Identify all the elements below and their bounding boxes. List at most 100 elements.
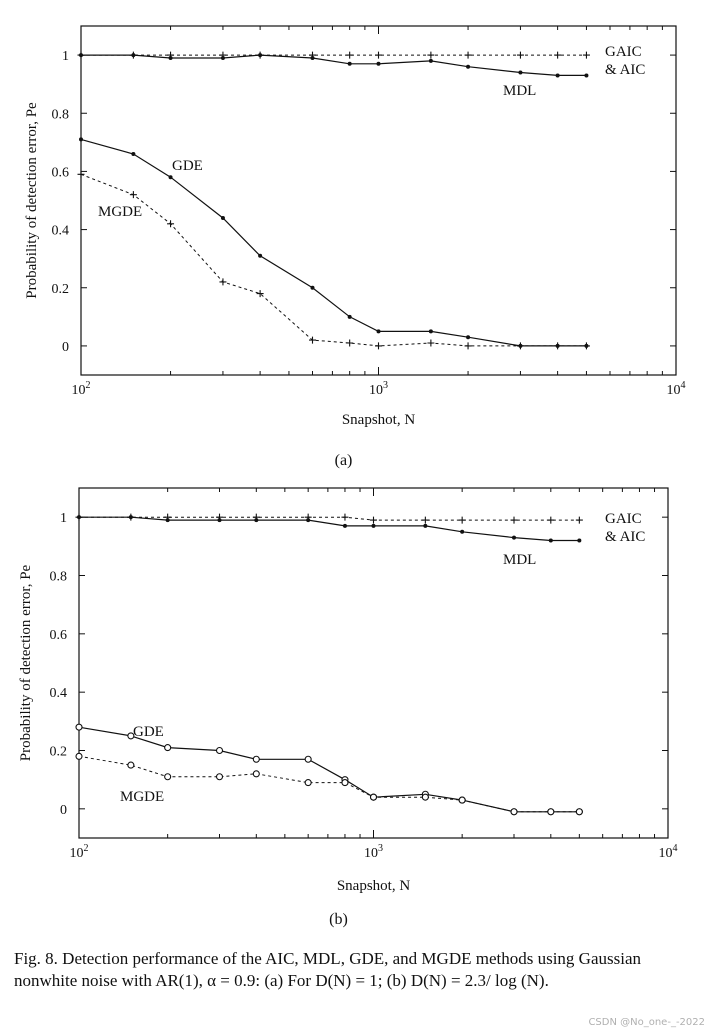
- data-point-mdl: [258, 53, 263, 58]
- data-point-gaic-aic: [516, 51, 524, 59]
- data-point-mgde: [256, 290, 264, 298]
- data-point-mdl: [460, 529, 465, 534]
- data-point-gaic-aic: [346, 51, 354, 59]
- data-point-mgde: [304, 779, 312, 787]
- data-point-mgde: [421, 793, 429, 801]
- data-point-gde: [347, 314, 352, 319]
- data-point-gaic-aic: [458, 516, 466, 524]
- data-point-gaic-aic: [510, 516, 518, 524]
- data-point-mgde: [77, 170, 85, 178]
- data-point-mgde: [547, 808, 555, 816]
- data-point-mgde: [427, 339, 435, 347]
- data-point-mdl: [584, 73, 589, 78]
- data-point-gaic-aic: [554, 51, 562, 59]
- chart-panel-b: 0 0.2 0.4 0.6 0.8 1 102 103 104 Snapshot, N Probab…: [18, 487, 678, 928]
- data-point-gaic-aic: [421, 516, 429, 524]
- y-tick-label: 0.4: [50, 686, 68, 701]
- data-point-gde: [310, 285, 315, 290]
- data-point-mdl: [254, 518, 259, 523]
- data-point-gaic-aic: [582, 51, 590, 59]
- y-axis-label: Probability of detection error, Pe: [24, 102, 40, 299]
- data-point-mgde: [464, 342, 472, 350]
- y-tick-label: 1: [62, 49, 69, 64]
- y-tick-label: 0.2: [52, 282, 70, 297]
- y-tick-label: 0.6: [52, 165, 70, 180]
- series-label-mdl: MDL: [503, 83, 536, 99]
- data-point-gde: [127, 732, 135, 740]
- data-point-mdl: [217, 518, 222, 523]
- data-point-gde: [131, 151, 136, 156]
- x-tick-label: 103: [364, 843, 383, 861]
- data-point-gde: [304, 755, 312, 763]
- data-point-mgde: [252, 770, 260, 778]
- data-point-mgde: [346, 339, 354, 347]
- data-point-gaic-aic: [427, 51, 435, 59]
- data-point-gaic-aic: [464, 51, 472, 59]
- series-line-mdl: [81, 54, 587, 77]
- data-point-gde: [258, 253, 263, 258]
- data-point-mdl: [347, 61, 352, 66]
- y-tick-label: 1: [60, 511, 67, 526]
- data-point-mdl: [466, 64, 471, 69]
- series-line-mdl: [79, 516, 580, 542]
- series-label-mdl: MDL: [503, 552, 536, 568]
- series-label-mgde: MGDE: [98, 204, 142, 220]
- data-point-mdl: [518, 70, 523, 75]
- data-point-gde: [215, 746, 224, 755]
- data-point-mgde: [129, 191, 137, 199]
- data-point-mgde: [375, 342, 382, 350]
- data-point-mgde: [75, 752, 83, 760]
- data-point-mgde: [575, 808, 583, 816]
- data-point-mgde: [167, 220, 175, 228]
- panel-label: (b): [329, 911, 348, 928]
- series-label-gaic: GAIC: [605, 511, 642, 527]
- data-point-gde: [75, 723, 83, 731]
- data-point-mdl: [128, 515, 133, 520]
- y-tick-label: 0.2: [50, 745, 68, 760]
- data-point-mgde: [341, 779, 349, 787]
- data-point-mgde: [215, 773, 224, 781]
- data-point-gaic-aic: [575, 516, 583, 524]
- data-point-gde: [164, 744, 172, 752]
- series-line-gde: [80, 138, 587, 347]
- plot-frame: [80, 25, 677, 376]
- x-axis-label: Snapshot, N: [342, 412, 416, 428]
- x-tick-label: 104: [667, 380, 686, 398]
- data-point-mdl: [165, 518, 170, 523]
- data-point-gde: [252, 755, 260, 763]
- x-tick-label: 102: [70, 843, 89, 861]
- data-point-gaic-aic: [375, 51, 382, 59]
- x-tick-label: 103: [369, 380, 388, 398]
- chart-panel-a: 0 0.2 0.4 0.6 0.8 1 102 103 104 Snapshot, N Probab…: [24, 25, 686, 469]
- y-tick-label: 0.8: [50, 570, 68, 585]
- data-point-gde: [220, 215, 225, 220]
- data-point-mdl: [131, 53, 136, 58]
- data-point-mgde: [516, 342, 524, 350]
- data-point-mdl: [79, 53, 83, 58]
- data-point-mdl: [220, 55, 225, 60]
- series-label-mgde: MGDE: [120, 789, 164, 805]
- figure: 0 0.2 0.4 0.6 0.8 1 102 103 104 Snapshot, N Probab…: [18, 25, 686, 928]
- data-point-mgde: [309, 336, 316, 344]
- data-point-mgde: [554, 342, 562, 350]
- data-point-mdl: [168, 55, 173, 60]
- data-point-gde: [428, 329, 433, 334]
- watermark: CSDN @No_one-_-2022: [588, 1017, 705, 1028]
- data-point-mdl: [428, 58, 433, 63]
- series-label-gaic: GAIC: [605, 44, 642, 60]
- x-tick-label: 102: [72, 380, 91, 398]
- data-point-mdl: [555, 73, 560, 78]
- series-label-gde: GDE: [172, 158, 203, 174]
- data-point-mgde: [219, 278, 227, 286]
- data-point-mdl: [376, 61, 381, 66]
- data-point-mdl: [306, 518, 311, 523]
- data-point-gaic-aic: [547, 516, 555, 524]
- series-line-mgde: [80, 173, 587, 347]
- data-point-mdl: [77, 515, 81, 520]
- data-point-gde: [168, 175, 173, 180]
- y-axis-label: Probability of detection error, Pe: [18, 564, 34, 761]
- data-point-mdl: [512, 535, 517, 540]
- data-point-mdl: [577, 538, 582, 543]
- data-point-mdl: [371, 523, 376, 528]
- y-tick-label: 0.4: [52, 224, 70, 239]
